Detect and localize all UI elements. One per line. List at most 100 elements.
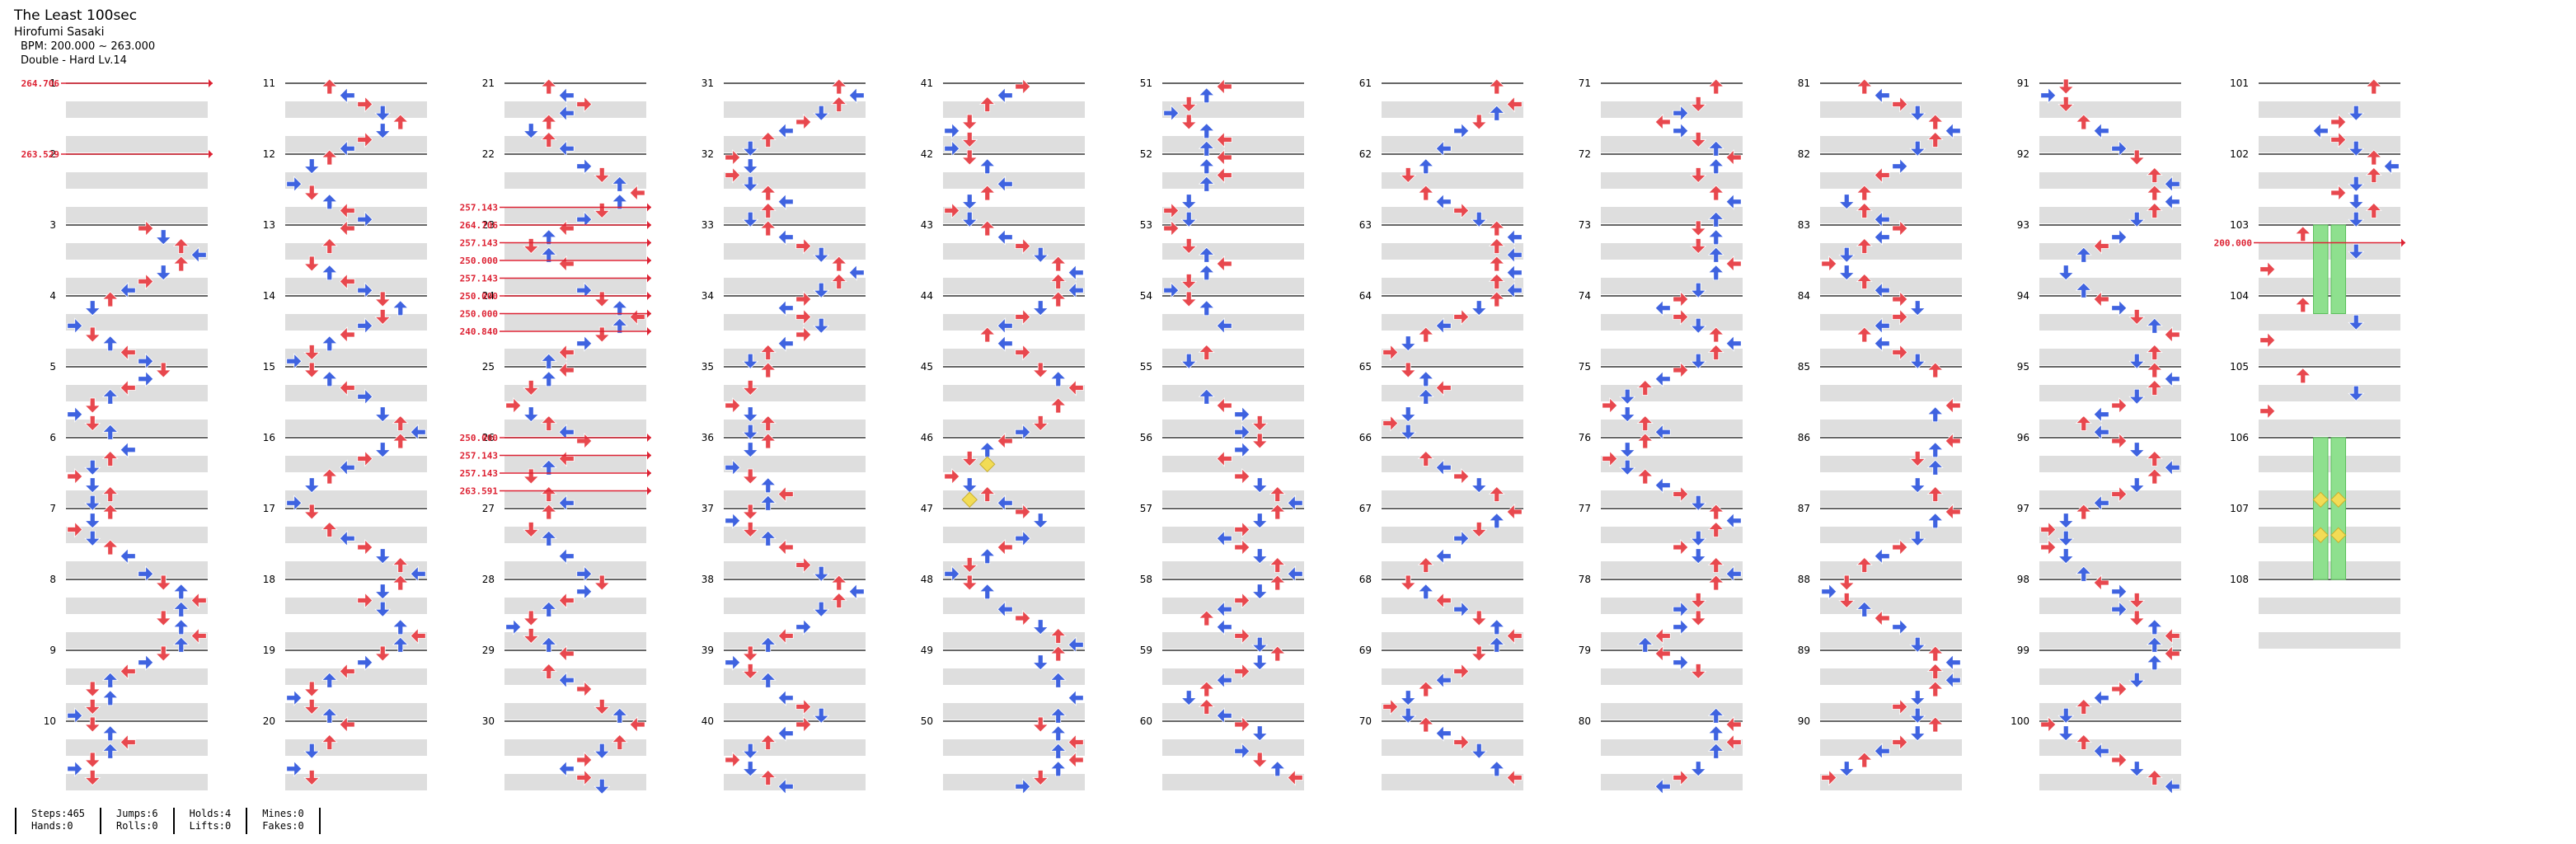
measure-band — [724, 668, 866, 685]
step-arrow — [84, 770, 101, 786]
measure-band — [2039, 420, 2181, 436]
measure-band — [1820, 774, 1962, 790]
measure-number: 12 — [263, 148, 275, 160]
step-arrow — [759, 415, 777, 431]
step-arrow — [339, 202, 355, 219]
measure-band — [2259, 598, 2400, 614]
step-arrow — [997, 495, 1013, 512]
step-arrow — [1216, 450, 1232, 467]
measure-band — [1382, 739, 1523, 756]
step-arrow — [1690, 282, 1707, 298]
step-arrow — [2164, 459, 2180, 476]
measure-band — [1820, 561, 1962, 578]
step-arrow — [374, 601, 392, 617]
step-arrow — [1945, 672, 1961, 689]
step-arrow — [1856, 326, 1873, 343]
step-arrow — [1234, 441, 1250, 458]
yellow-note — [2312, 491, 2329, 508]
step-arrow — [1417, 681, 1434, 697]
step-arrow — [2093, 574, 2109, 591]
step-arrow — [67, 521, 83, 538]
step-arrow — [830, 78, 847, 95]
measure-band — [1601, 703, 1743, 720]
step-arrow — [1269, 574, 1286, 591]
measure-number: 30 — [482, 715, 495, 727]
measure-band — [285, 632, 427, 649]
step-arrow — [1251, 752, 1269, 768]
step-arrow — [67, 707, 83, 724]
step-arrow — [1269, 504, 1286, 520]
step-arrow — [742, 380, 759, 396]
step-arrow — [1673, 362, 1689, 378]
step-arrow — [961, 477, 978, 494]
step-arrow — [777, 335, 794, 352]
step-arrow — [523, 380, 540, 396]
step-arrow — [1015, 308, 1031, 326]
measure-band — [2039, 314, 2181, 331]
step-arrow — [1707, 574, 1724, 591]
step-arrow — [138, 353, 154, 370]
measure-band — [285, 101, 427, 118]
step-arrow — [576, 769, 593, 786]
step-arrow — [576, 96, 593, 113]
stat-steps-hands: Steps:465 Hands:0 — [15, 808, 100, 834]
step-arrow — [1488, 220, 1505, 237]
step-arrow — [1198, 176, 1215, 192]
stat-holds-lifts: Holds:4 Lifts:0 — [172, 808, 246, 834]
measure-number: 44 — [921, 290, 933, 302]
step-arrow — [339, 87, 355, 104]
step-arrow — [1417, 556, 1434, 573]
measure-band — [66, 101, 208, 118]
step-arrow — [2259, 260, 2276, 278]
measure-band — [724, 349, 866, 365]
step-arrow — [2093, 406, 2109, 423]
measure-number: 83 — [1798, 219, 1810, 231]
step-arrow — [1435, 672, 1452, 689]
measure-band — [943, 456, 1085, 472]
step-arrow — [759, 734, 777, 750]
step-arrow — [1049, 672, 1067, 688]
step-arrow — [2093, 237, 2109, 255]
step-arrow — [1015, 530, 1031, 547]
measure-number: 43 — [921, 219, 933, 231]
measure-band — [724, 136, 866, 152]
step-arrow — [1163, 282, 1180, 299]
step-arrow — [961, 574, 978, 591]
step-arrow — [540, 78, 557, 95]
measure-band — [1162, 632, 1304, 649]
measure-number: 68 — [1359, 574, 1372, 585]
step-arrow — [540, 601, 557, 617]
step-arrow — [1707, 521, 1724, 537]
step-arrow — [2348, 314, 2365, 331]
measure-band — [1162, 490, 1304, 507]
step-arrow — [1892, 618, 1908, 635]
bpm-label: 257.143 — [460, 238, 498, 249]
step-arrow — [795, 698, 812, 715]
step-arrow — [1856, 202, 1873, 218]
measure-band — [1382, 561, 1523, 578]
step-arrow — [1198, 246, 1215, 263]
step-arrow — [374, 123, 392, 139]
step-arrow — [321, 194, 338, 210]
measure-band — [943, 561, 1085, 578]
measure-number: 24 — [482, 290, 495, 302]
step-arrow — [2075, 734, 2092, 750]
measure-number: 92 — [2017, 148, 2029, 160]
bpm-marker-tip — [647, 256, 651, 265]
step-arrow — [1945, 122, 1961, 139]
step-arrow — [1892, 291, 1908, 307]
measure-band — [504, 456, 646, 472]
measure-number: 11 — [263, 77, 275, 89]
measure-band — [2259, 420, 2400, 436]
step-arrow — [777, 228, 794, 246]
step-arrow — [1251, 513, 1269, 529]
step-arrow — [1874, 335, 1890, 352]
step-arrow — [67, 468, 83, 485]
step-arrow — [1067, 264, 1084, 281]
step-arrow — [523, 468, 540, 485]
measure-band — [1162, 739, 1304, 756]
measure-band — [1162, 278, 1304, 294]
step-arrow — [1180, 211, 1198, 227]
step-arrow — [777, 299, 794, 316]
measure-number: 7 — [49, 503, 56, 514]
